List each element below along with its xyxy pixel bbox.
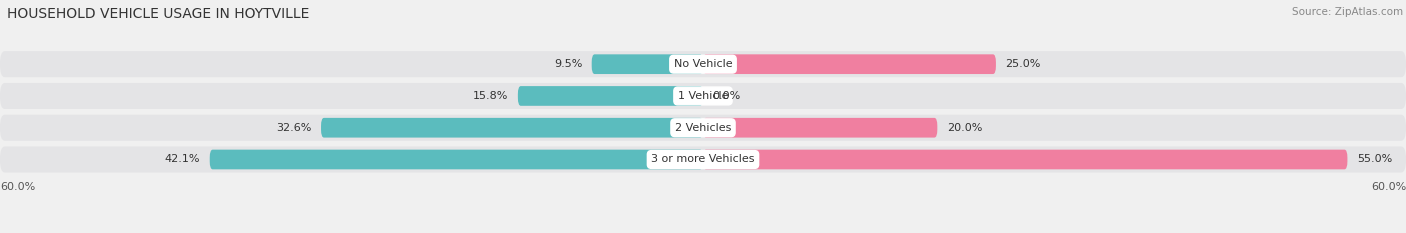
Text: 0.0%: 0.0%: [713, 91, 741, 101]
Text: 42.1%: 42.1%: [165, 154, 201, 164]
FancyBboxPatch shape: [321, 118, 703, 137]
FancyBboxPatch shape: [703, 150, 1347, 169]
Text: 9.5%: 9.5%: [554, 59, 582, 69]
Text: 60.0%: 60.0%: [1371, 182, 1406, 192]
Text: 60.0%: 60.0%: [0, 182, 35, 192]
Text: 3 or more Vehicles: 3 or more Vehicles: [651, 154, 755, 164]
Text: 15.8%: 15.8%: [474, 91, 509, 101]
FancyBboxPatch shape: [0, 51, 1406, 77]
Text: 1 Vehicle: 1 Vehicle: [678, 91, 728, 101]
Text: Source: ZipAtlas.com: Source: ZipAtlas.com: [1292, 7, 1403, 17]
FancyBboxPatch shape: [592, 54, 703, 74]
Text: 2 Vehicles: 2 Vehicles: [675, 123, 731, 133]
FancyBboxPatch shape: [0, 115, 1406, 141]
FancyBboxPatch shape: [703, 118, 938, 137]
FancyBboxPatch shape: [703, 54, 995, 74]
Text: 55.0%: 55.0%: [1357, 154, 1392, 164]
Text: 25.0%: 25.0%: [1005, 59, 1040, 69]
Text: 32.6%: 32.6%: [277, 123, 312, 133]
FancyBboxPatch shape: [209, 150, 703, 169]
FancyBboxPatch shape: [0, 147, 1406, 172]
Text: 20.0%: 20.0%: [946, 123, 981, 133]
FancyBboxPatch shape: [517, 86, 703, 106]
Text: No Vehicle: No Vehicle: [673, 59, 733, 69]
Legend: Owner-occupied, Renter-occupied: Owner-occupied, Renter-occupied: [581, 230, 825, 233]
FancyBboxPatch shape: [0, 83, 1406, 109]
Text: HOUSEHOLD VEHICLE USAGE IN HOYTVILLE: HOUSEHOLD VEHICLE USAGE IN HOYTVILLE: [7, 7, 309, 21]
